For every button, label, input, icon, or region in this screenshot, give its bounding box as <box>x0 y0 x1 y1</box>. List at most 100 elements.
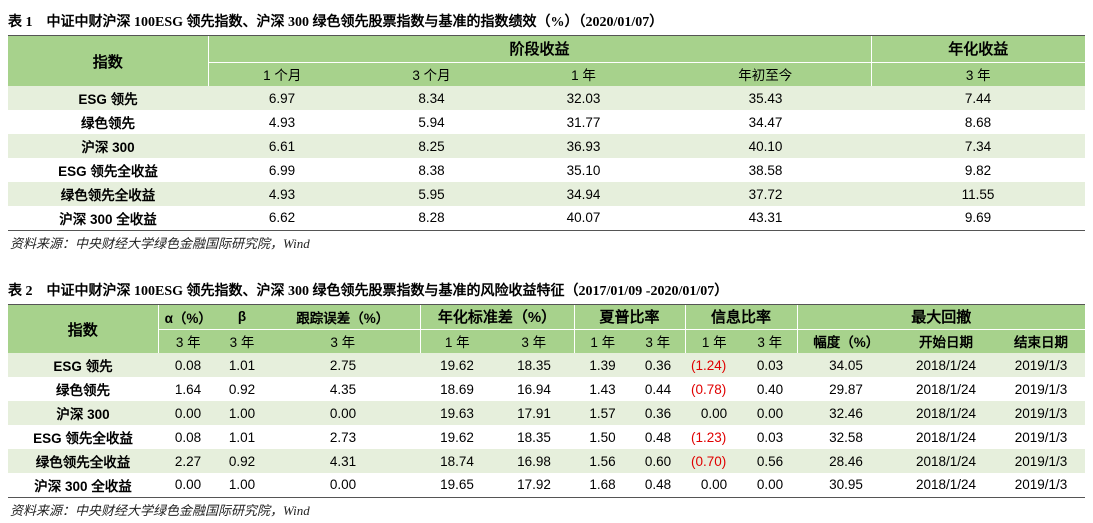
table2-grid: 指数 α（%） β 跟踪误差（%） 年化标准差（%） 夏普比率 信息比率 最大回… <box>8 305 1086 498</box>
table-cell: 6.97 <box>208 86 356 110</box>
table-cell: 19.62 <box>420 425 494 449</box>
table-cell: 17.92 <box>494 473 574 497</box>
table-cell: (0.70) <box>685 449 744 473</box>
table1-col-ytd: 年初至今 <box>660 61 872 86</box>
row-label: 沪深 300 <box>8 134 208 158</box>
table-cell: 1.68 <box>574 473 631 497</box>
table2-header-tracking: 跟踪误差（%） <box>266 305 420 329</box>
table1: 指数 阶段收益 年化收益 1 个月 3 个月 1 年 年初至今 3 年 ESG … <box>8 35 1086 231</box>
table-cell: 18.35 <box>494 425 574 449</box>
table-cell: 1.01 <box>218 425 266 449</box>
table-cell: 0.36 <box>631 353 686 377</box>
table-cell: 0.36 <box>631 401 686 425</box>
table2-subheader: 3 年 <box>631 328 686 353</box>
table-cell: 31.77 <box>507 110 660 134</box>
table1-header-index: 指数 <box>8 36 208 86</box>
table-cell: 8.38 <box>356 158 507 182</box>
table-cell: 1.00 <box>218 473 266 497</box>
table-cell: 40.07 <box>507 206 660 230</box>
table2-source: 资料来源：中央财经大学绿色金融国际研究院，Wind <box>10 503 310 518</box>
table-cell: 16.98 <box>494 449 574 473</box>
table1-body: ESG 领先 6.97 8.34 32.03 35.43 7.44 绿色领先 4.93 5.94… <box>8 86 1086 230</box>
table-cell: 9.82 <box>871 158 1086 182</box>
table2-subheader: 3 年 <box>494 328 574 353</box>
table1-source: 资料来源：中央财经大学绿色金融国际研究院，Wind <box>10 236 310 251</box>
table-cell: 4.93 <box>208 110 356 134</box>
table-cell: 2018/1/24 <box>895 377 998 401</box>
table-cell: 0.48 <box>631 425 686 449</box>
table-cell: 35.43 <box>660 86 872 110</box>
table1-col-1y: 1 年 <box>507 61 660 86</box>
row-label: 绿色领先全收益 <box>8 449 158 473</box>
table-cell: 1.00 <box>218 401 266 425</box>
table-cell: 0.08 <box>158 425 218 449</box>
table-cell: 6.62 <box>208 206 356 230</box>
table-cell: 5.94 <box>356 110 507 134</box>
table2-header-alpha: α（%） <box>157 305 218 329</box>
table-cell: 4.35 <box>266 377 420 401</box>
table-cell: 0.60 <box>631 449 686 473</box>
table-cell: 19.65 <box>420 473 494 497</box>
table-cell: 4.93 <box>208 182 356 206</box>
table-cell: 0.00 <box>685 401 744 425</box>
table-cell: 2019/1/3 <box>997 449 1086 473</box>
table-row: 绿色领先全收益 2.27 0.92 4.31 18.74 16.98 1.56 0.60 (0.… <box>8 449 1086 473</box>
table-cell: 8.34 <box>356 86 507 110</box>
row-label: 沪深 300 全收益 <box>8 473 158 497</box>
table-cell: 35.10 <box>507 158 660 182</box>
table-cell: 37.72 <box>660 182 872 206</box>
table-cell: 0.03 <box>743 353 798 377</box>
row-label: 沪深 300 <box>8 401 158 425</box>
table-cell: 6.99 <box>208 158 356 182</box>
table-cell: (1.24) <box>685 353 744 377</box>
table-cell: 2018/1/24 <box>895 473 998 497</box>
table2-subheader: 幅度（%） <box>796 328 896 353</box>
table-cell: 2019/1/3 <box>997 353 1086 377</box>
table-cell: 6.61 <box>208 134 356 158</box>
table-cell: 2018/1/24 <box>895 449 998 473</box>
table1-grid: 指数 阶段收益 年化收益 1 个月 3 个月 1 年 年初至今 3 年 ESG … <box>8 36 1086 231</box>
table-cell: 8.68 <box>871 110 1086 134</box>
table-cell: 0.00 <box>266 473 420 497</box>
table-cell: 2.73 <box>266 425 420 449</box>
table1-header-period: 阶段收益 <box>207 36 872 62</box>
table-cell: 17.91 <box>494 401 574 425</box>
table-cell: 34.94 <box>507 182 660 206</box>
table-cell: 0.92 <box>218 449 266 473</box>
table-cell: 7.34 <box>871 134 1086 158</box>
table-cell: 1.57 <box>574 401 631 425</box>
table-row: ESG 领先全收益 6.99 8.38 35.10 38.58 9.82 <box>8 158 1086 182</box>
table-cell: 2.27 <box>158 449 218 473</box>
table2-header-beta: β <box>218 305 266 329</box>
table-cell: 18.74 <box>420 449 494 473</box>
table-cell: 0.00 <box>743 473 798 497</box>
table-cell: 11.55 <box>871 182 1086 206</box>
table-cell: 36.93 <box>507 134 660 158</box>
table-cell: 0.03 <box>743 425 798 449</box>
table-cell: 2019/1/3 <box>997 401 1086 425</box>
table2-caption: 表 2 中证中财沪深 100ESG 领先指数、沪深 300 绿色领先股票指数与基… <box>8 284 729 299</box>
table-cell: 0.44 <box>631 377 686 401</box>
table1-col-1m: 1 个月 <box>207 61 356 86</box>
table2-subheader: 1 年 <box>684 328 744 353</box>
row-label: ESG 领先全收益 <box>8 158 208 182</box>
table-cell: 0.00 <box>743 401 798 425</box>
row-label: ESG 领先全收益 <box>8 425 158 449</box>
table-cell: 29.87 <box>797 377 896 401</box>
table-row: 沪深 300 全收益 6.62 8.28 40.07 43.31 9.69 <box>8 206 1086 230</box>
table2-subheader: 1 年 <box>419 328 494 353</box>
table-cell: (0.78) <box>685 377 744 401</box>
table-cell: 32.46 <box>797 401 896 425</box>
table-cell: 0.92 <box>218 377 266 401</box>
table-cell: 0.00 <box>266 401 420 425</box>
table2-subheader: 3 年 <box>157 328 218 353</box>
table-cell: 0.48 <box>631 473 686 497</box>
table-row: ESG 领先 0.08 1.01 2.75 19.62 18.35 1.39 0.36 (1.2… <box>8 353 1086 377</box>
table-cell: 2019/1/3 <box>997 473 1086 497</box>
table-row: 绿色领先 1.64 0.92 4.35 18.69 16.94 1.43 0.44 (0.78)… <box>8 377 1086 401</box>
table-cell: 19.62 <box>420 353 494 377</box>
table-cell: 0.00 <box>158 401 218 425</box>
table2: 指数 α（%） β 跟踪误差（%） 年化标准差（%） 夏普比率 信息比率 最大回… <box>8 304 1086 498</box>
row-label: ESG 领先 <box>8 353 158 377</box>
table2-subheader: 3 年 <box>218 328 266 353</box>
